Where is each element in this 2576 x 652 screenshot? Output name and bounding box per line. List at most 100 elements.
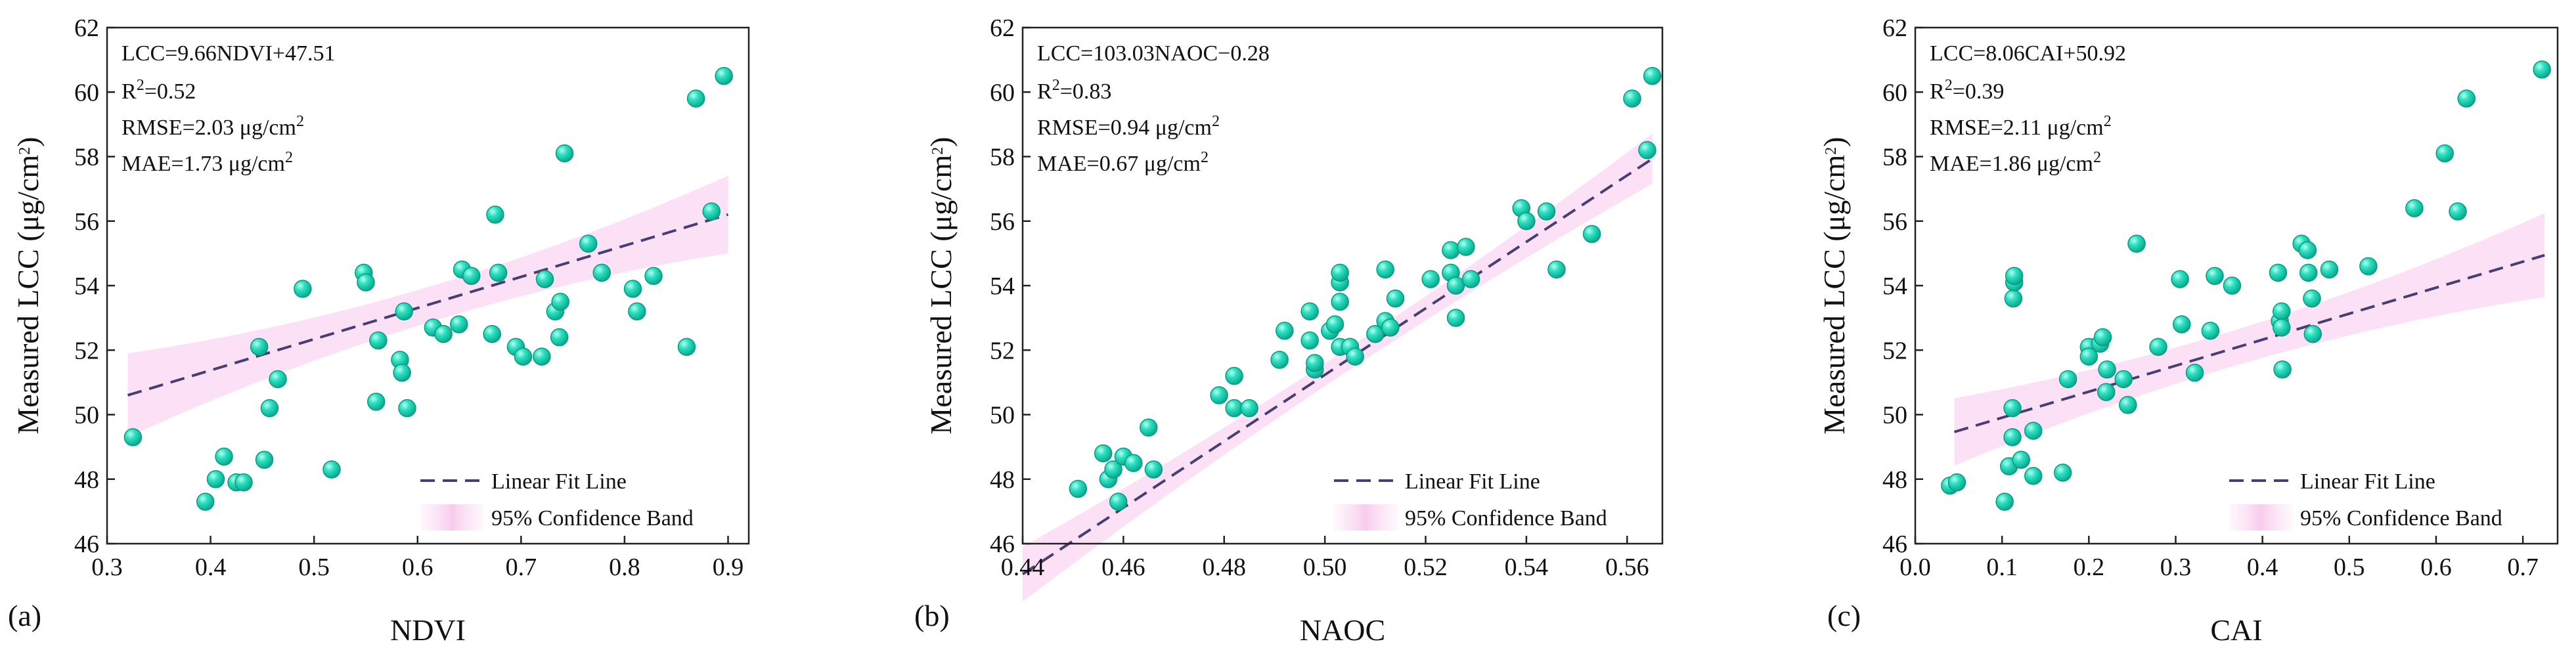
data-point [2053, 464, 2072, 482]
data-point [677, 337, 696, 357]
mae: MAE=1.86 μg/cm2 [1930, 149, 2101, 176]
data-point [269, 370, 287, 389]
y-tick-label: 56 [1882, 208, 1907, 236]
regression-equation: LCC=9.66NDVI+47.51 [122, 41, 335, 66]
data-point [1442, 241, 1460, 259]
y-tick-label: 62 [74, 14, 99, 42]
regression-equation: LCC=103.03NAOC−0.28 [1037, 41, 1270, 66]
data-point [1386, 289, 1405, 308]
data-point [2298, 241, 2317, 259]
data-point [2012, 450, 2030, 469]
data-point [2185, 363, 2204, 382]
x-tick-label: 0.2 [2074, 554, 2105, 581]
data-point [1331, 292, 1349, 311]
data-point [2299, 263, 2318, 282]
data-point [196, 492, 215, 511]
data-point [1947, 473, 1966, 492]
y-tick-label: 58 [74, 144, 99, 171]
data-point [702, 202, 721, 221]
data-point [2024, 467, 2043, 485]
x-tick-label: 0.1 [1986, 554, 2018, 581]
data-point [215, 447, 233, 466]
data-point [486, 206, 504, 224]
data-point [514, 347, 533, 366]
data-point [1376, 260, 1394, 279]
data-point [550, 328, 569, 347]
chart-panel-b: 0.44 0.46 0.48 0.50 0.52 0.54 0.56 46 48 50 52 54 56… [914, 14, 1664, 647]
data-point [2320, 260, 2339, 279]
data-point [1300, 302, 1319, 321]
data-point [551, 292, 569, 311]
data-point [2114, 370, 2133, 389]
r-squared: R2=0.39 [1930, 77, 2004, 104]
data-point [2272, 302, 2291, 321]
data-point [1421, 270, 1440, 288]
r-squared: R2=0.52 [122, 77, 196, 104]
data-point [2269, 263, 2288, 282]
data-point [322, 460, 341, 479]
legend-fit-label: Linear Fit Line [491, 469, 627, 494]
data-point [1331, 263, 1349, 282]
data-point [1461, 270, 1480, 288]
y-tick-label: 62 [1882, 14, 1907, 42]
y-tick-label: 54 [74, 272, 99, 300]
data-point [123, 428, 143, 446]
data-point [1638, 141, 1656, 160]
legend-fit-label: Linear Fit Line [2300, 469, 2435, 494]
data-point [2359, 257, 2378, 276]
data-point [579, 234, 598, 253]
x-tick-label: 0.6 [402, 554, 433, 581]
data-point [357, 273, 375, 292]
data-point [2533, 60, 2551, 79]
y-tick-label: 50 [990, 402, 1015, 429]
data-point [1276, 322, 1294, 340]
data-point [2149, 337, 2167, 357]
data-point [2079, 347, 2099, 366]
data-point [250, 337, 269, 357]
y-tick-label: 60 [74, 79, 99, 106]
rmse: RMSE=2.11 μg/cm2 [1930, 113, 2112, 140]
y-tick-label: 50 [74, 402, 99, 429]
y-tick-label: 60 [1882, 79, 1907, 106]
data-point [1446, 276, 1465, 295]
data-point [1124, 454, 1143, 472]
y-tick-label: 60 [990, 79, 1015, 106]
data-point [369, 331, 388, 350]
y-tick-label: 62 [990, 14, 1015, 42]
rmse: RMSE=0.94 μg/cm2 [1037, 113, 1220, 140]
data-point [483, 324, 501, 343]
data-point [2223, 276, 2242, 295]
x-tick-label: 0.7 [2507, 554, 2539, 581]
x-axis-title: CAI [2210, 613, 2262, 647]
y-tick-label: 54 [990, 272, 1015, 300]
data-point [628, 302, 646, 321]
data-point [1623, 89, 1641, 108]
rmse: RMSE=2.03 μg/cm2 [122, 113, 304, 140]
y-tick-label: 46 [990, 531, 1015, 558]
x-tick-label: 0.3 [2160, 554, 2192, 581]
data-point [1643, 66, 1662, 85]
x-tick-label: 0.0 [1899, 554, 1931, 581]
data-point [1069, 479, 1088, 498]
data-point [234, 473, 253, 492]
data-point [1346, 347, 1364, 366]
x-tick-label: 0.7 [506, 554, 537, 581]
y-tick-label: 52 [74, 337, 99, 364]
chart-panel-c: 0.0 0.1 0.2 0.3 0.4 0.5 0.6 0.7 46 48 50 52 54 56 58 60… [1817, 14, 2559, 647]
data-point [1457, 238, 1475, 256]
mae: MAE=0.67 μg/cm2 [1037, 149, 1209, 176]
x-tick-label: 0.3 [91, 554, 123, 581]
data-point [1210, 386, 1228, 404]
data-point [450, 315, 468, 334]
y-tick-label: 54 [1882, 272, 1907, 300]
data-point [2098, 360, 2116, 379]
x-tick-label: 0.9 [713, 554, 744, 581]
data-point [1144, 460, 1163, 479]
data-point [462, 267, 481, 286]
linear-fit-line [1021, 158, 1653, 576]
x-tick-label: 0.56 [1605, 554, 1649, 581]
y-tick-label: 48 [990, 466, 1015, 494]
data-point [2171, 270, 2189, 288]
data-point [644, 267, 663, 286]
data-point [2201, 322, 2220, 340]
